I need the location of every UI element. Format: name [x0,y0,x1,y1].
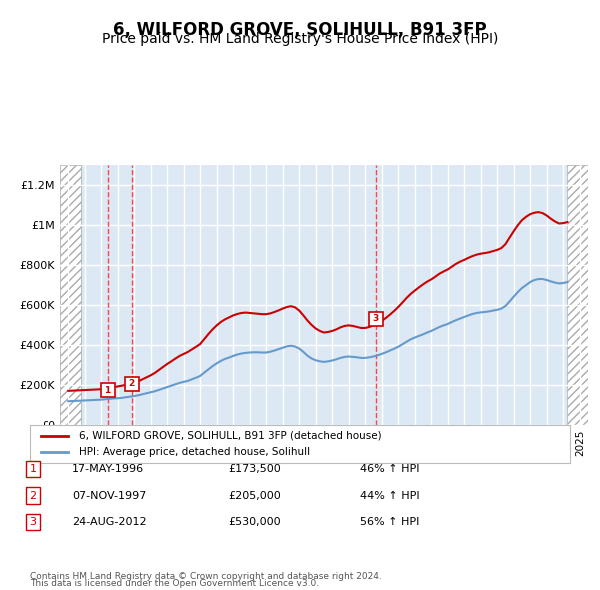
Text: £173,500: £173,500 [228,464,281,474]
Text: 6, WILFORD GROVE, SOLIHULL, B91 3FP (detached house): 6, WILFORD GROVE, SOLIHULL, B91 3FP (det… [79,431,381,441]
Text: 3: 3 [373,314,379,323]
Text: Contains HM Land Registry data © Crown copyright and database right 2024.: Contains HM Land Registry data © Crown c… [30,572,382,581]
Text: 24-AUG-2012: 24-AUG-2012 [72,517,146,527]
Bar [60,165,82,425]
Text: 1: 1 [104,386,110,395]
Text: 07-NOV-1997: 07-NOV-1997 [72,491,146,500]
Text: 2: 2 [29,491,37,500]
Bar [60,165,82,425]
Text: 6, WILFORD GROVE, SOLIHULL, B91 3FP: 6, WILFORD GROVE, SOLIHULL, B91 3FP [113,21,487,39]
Text: 46% ↑ HPI: 46% ↑ HPI [360,464,419,474]
Text: 44% ↑ HPI: 44% ↑ HPI [360,491,419,500]
Text: £205,000: £205,000 [228,491,281,500]
Text: 2: 2 [128,379,135,388]
Bar [566,165,588,425]
Text: This data is licensed under the Open Government Licence v3.0.: This data is licensed under the Open Gov… [30,579,319,588]
Text: HPI: Average price, detached house, Solihull: HPI: Average price, detached house, Soli… [79,447,310,457]
Text: 56% ↑ HPI: 56% ↑ HPI [360,517,419,527]
Text: 3: 3 [29,517,37,527]
Text: 1: 1 [29,464,37,474]
Text: 17-MAY-1996: 17-MAY-1996 [72,464,144,474]
Text: £530,000: £530,000 [228,517,281,527]
Bar [566,165,588,425]
Text: Price paid vs. HM Land Registry's House Price Index (HPI): Price paid vs. HM Land Registry's House … [102,32,498,47]
